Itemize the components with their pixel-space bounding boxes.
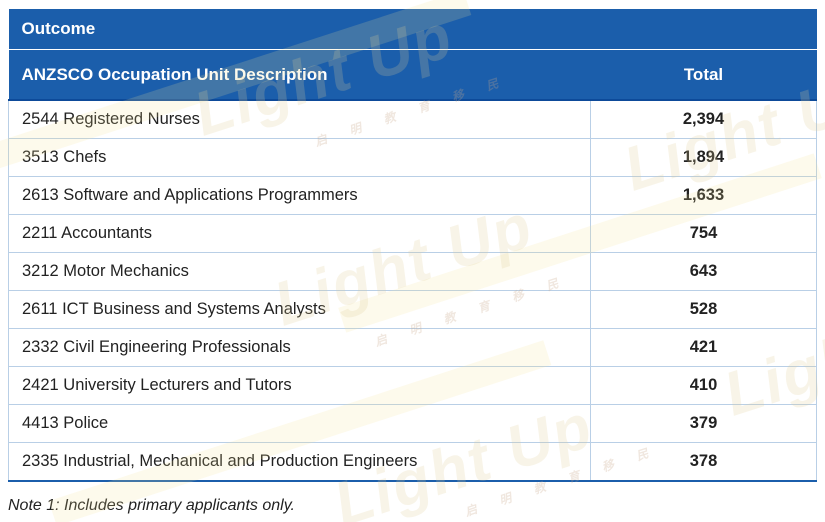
table-row: 2544 Registered Nurses 2,394	[8, 100, 817, 139]
table-row: 3513 Chefs 1,894	[8, 138, 817, 177]
table-footnote: Note 1: Includes primary applicants only…	[8, 497, 295, 514]
table-row: 2332 Civil Engineering Professionals 421	[8, 328, 817, 367]
column-header-description: ANZSCO Occupation Unit Description	[8, 49, 591, 101]
row-description: 2611 ICT Business and Systems Analysts	[8, 290, 591, 329]
row-total: 643	[590, 252, 817, 291]
table-row: 3212 Motor Mechanics 643	[8, 252, 817, 291]
row-description: 4413 Police	[8, 404, 591, 443]
row-total: 1,633	[590, 176, 817, 215]
table-caption: Outcome	[8, 9, 817, 50]
row-description: 2211 Accountants	[8, 214, 591, 253]
row-total: 379	[590, 404, 817, 443]
table-row: 2211 Accountants 754	[8, 214, 817, 253]
occupation-table: Outcome ANZSCO Occupation Unit Descripti…	[8, 9, 817, 482]
row-total: 421	[590, 328, 817, 367]
row-description: 3513 Chefs	[8, 138, 591, 177]
row-description: 2613 Software and Applications Programme…	[8, 176, 591, 215]
row-description: 2332 Civil Engineering Professionals	[8, 328, 591, 367]
row-description: 3212 Motor Mechanics	[8, 252, 591, 291]
row-description: 2335 Industrial, Mechanical and Producti…	[8, 442, 591, 482]
row-description: 2544 Registered Nurses	[8, 100, 591, 139]
table-row: 2613 Software and Applications Programme…	[8, 176, 817, 215]
table-row: 4413 Police 379	[8, 404, 817, 443]
row-total: 410	[590, 366, 817, 405]
row-total: 1,894	[590, 138, 817, 177]
table-header-row: ANZSCO Occupation Unit Description Total	[8, 49, 817, 101]
column-header-total: Total	[590, 49, 817, 101]
table-row: 2421 University Lecturers and Tutors 410	[8, 366, 817, 405]
row-total: 528	[590, 290, 817, 329]
table-caption-row: Outcome	[8, 9, 817, 50]
row-total: 754	[590, 214, 817, 253]
table-row: 2611 ICT Business and Systems Analysts 5…	[8, 290, 817, 329]
row-total: 2,394	[590, 100, 817, 139]
table-row: 2335 Industrial, Mechanical and Producti…	[8, 442, 817, 482]
row-total: 378	[590, 442, 817, 482]
row-description: 2421 University Lecturers and Tutors	[8, 366, 591, 405]
